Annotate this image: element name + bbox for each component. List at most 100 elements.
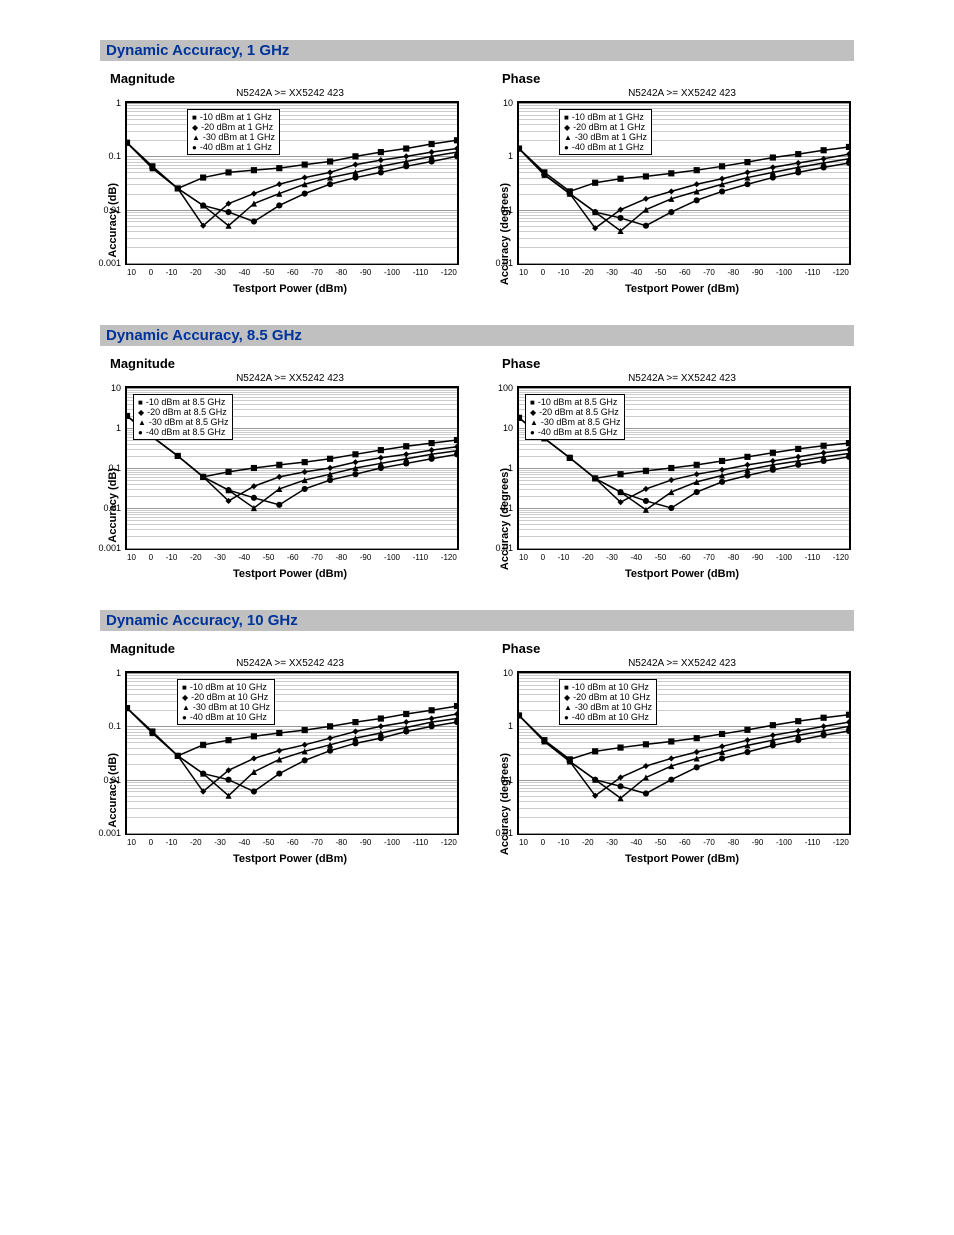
chart-xtick-label: -20 <box>190 553 202 562</box>
legend-marker-icon: ● <box>530 428 535 437</box>
chart-ytick-label: 1 <box>91 423 121 433</box>
chart-series-marker <box>251 495 257 501</box>
chart-series-marker <box>378 465 384 471</box>
chart-xticks: 100-10-20-30-40-50-60-70-80-90-100-110-1… <box>519 268 849 277</box>
chart-series-marker <box>668 505 674 511</box>
chart-series-marker <box>276 730 282 736</box>
chart-ytick-label: 1 <box>483 151 513 161</box>
chart-xtick-label: -10 <box>558 268 570 277</box>
chart-xtick-label: 0 <box>541 838 545 847</box>
chart-series-marker <box>770 742 776 748</box>
chart-series-marker <box>643 498 649 504</box>
chart-xtick-label: -110 <box>413 268 428 277</box>
chart-series-marker <box>200 474 206 480</box>
chart-series-marker <box>668 209 674 215</box>
chart-legend-item: ●-40 dBm at 10 GHz <box>182 712 270 722</box>
chart-xtick-label: -110 <box>413 838 428 847</box>
chart-ytick-label: 0.1 <box>91 151 121 161</box>
chart-series-marker <box>302 459 308 465</box>
section: Dynamic Accuracy, 8.5 GHzMagnitudeN5242A… <box>100 325 854 580</box>
chart-series-marker <box>719 163 725 169</box>
legend-marker-icon: ▲ <box>182 703 190 712</box>
chart-xtick-label: -110 <box>805 553 820 562</box>
chart-xtick-label: -10 <box>166 553 178 562</box>
legend-marker-icon: ■ <box>564 683 569 692</box>
chart-panel: PhaseN5242A >= XX5242 423Accuracy (degre… <box>492 352 854 580</box>
chart-series-marker <box>276 202 282 208</box>
legend-label: -40 dBm at 10 GHz <box>190 712 267 722</box>
chart-series-marker <box>795 151 801 157</box>
chart-ytick-label: 1 <box>483 463 513 473</box>
chart-series-marker <box>694 749 700 755</box>
legend-label: -40 dBm at 10 GHz <box>572 712 649 722</box>
chart-plot-area: Accuracy (dB)10.10.010.001100-10-20-30-4… <box>125 101 459 265</box>
chart-series-marker <box>643 774 649 780</box>
chart-legend-item: ■-10 dBm at 8.5 GHz <box>530 397 620 407</box>
chart-gridline-major <box>519 548 849 549</box>
chart-series-marker <box>617 471 623 477</box>
legend-marker-icon: ▲ <box>564 703 572 712</box>
legend-marker-icon: ■ <box>192 113 197 122</box>
chart-series-marker <box>643 763 649 769</box>
chart-series-marker <box>403 728 409 734</box>
chart-legend-item: ▲-30 dBm at 1 GHz <box>564 132 647 142</box>
chart-series-marker <box>643 196 649 202</box>
chart-series-marker <box>454 719 457 725</box>
chart-xtick-label: -50 <box>263 553 275 562</box>
chart-xtick-label: -70 <box>703 268 715 277</box>
chart-ytick-label: 0.1 <box>91 463 121 473</box>
chart-series-marker <box>302 191 308 197</box>
chart-series-marker <box>719 458 725 464</box>
chart-series-marker <box>302 486 308 492</box>
chart-series-marker <box>668 188 674 194</box>
chart-series-marker <box>617 744 623 750</box>
chart-series-marker <box>327 477 333 483</box>
chart-series-marker <box>541 172 547 178</box>
chart-series-marker <box>403 711 409 717</box>
chart-series-marker <box>643 790 649 796</box>
chart-series-marker <box>694 167 700 173</box>
chart-ytick-label: 0.01 <box>91 775 121 785</box>
chart-series-marker <box>327 735 333 741</box>
chart-series-marker <box>770 174 776 180</box>
chart-series-marker <box>429 158 435 164</box>
chart-plot-area: Accuracy (degrees)1010.10.01100-10-20-30… <box>517 101 851 265</box>
chart-series-marker <box>694 764 700 770</box>
legend-label: -20 dBm at 8.5 GHz <box>539 407 619 417</box>
chart-xtick-label: -110 <box>805 268 820 277</box>
chart-series-marker <box>795 446 801 452</box>
chart-series-marker <box>567 191 573 197</box>
section: Dynamic Accuracy, 10 GHzMagnitudeN5242A … <box>100 610 854 865</box>
chart-series-marker <box>744 159 750 165</box>
chart-yticks: 1010.10.01 <box>483 103 513 263</box>
chart-series-marker <box>719 188 725 194</box>
chart-ytick-label: 0.001 <box>91 543 121 553</box>
chart-series-marker <box>454 137 457 143</box>
chart-plot-area: Accuracy (degrees)1010.10.01100-10-20-30… <box>517 671 851 835</box>
chart-series-marker <box>795 737 801 743</box>
chart-xtick-label: -40 <box>630 553 642 562</box>
chart-series-marker <box>276 474 282 480</box>
chart-xticks: 100-10-20-30-40-50-60-70-80-90-100-110-1… <box>127 553 457 562</box>
chart-xtick-label: -120 <box>441 268 457 277</box>
chart-series-marker <box>617 489 623 495</box>
chart-series-marker <box>592 748 598 754</box>
chart-series-marker <box>251 191 257 197</box>
chart-series-marker <box>719 731 725 737</box>
chart-legend-item: ●-40 dBm at 8.5 GHz <box>138 427 228 437</box>
chart-title: Magnitude <box>110 641 462 656</box>
chart-yticks: 10.10.010.001 <box>91 673 121 833</box>
chart-ytick-label: 10 <box>483 423 513 433</box>
legend-marker-icon: ◆ <box>564 123 570 132</box>
chart-legend: ■-10 dBm at 8.5 GHz◆-20 dBm at 8.5 GHz▲-… <box>133 394 233 440</box>
chart-xlabel: Testport Power (dBm) <box>517 853 847 865</box>
legend-label: -40 dBm at 8.5 GHz <box>538 427 618 437</box>
chart-xtick-label: -80 <box>727 553 739 562</box>
chart-subtitle: N5242A >= XX5242 423 <box>517 658 847 669</box>
chart-series-marker <box>251 788 257 794</box>
legend-label: -10 dBm at 1 GHz <box>200 112 272 122</box>
chart-xtick-label: -60 <box>287 553 299 562</box>
chart-xtick-label: -30 <box>606 268 618 277</box>
legend-marker-icon: ● <box>192 143 197 152</box>
chart-legend-item: ■-10 dBm at 10 GHz <box>182 682 270 692</box>
